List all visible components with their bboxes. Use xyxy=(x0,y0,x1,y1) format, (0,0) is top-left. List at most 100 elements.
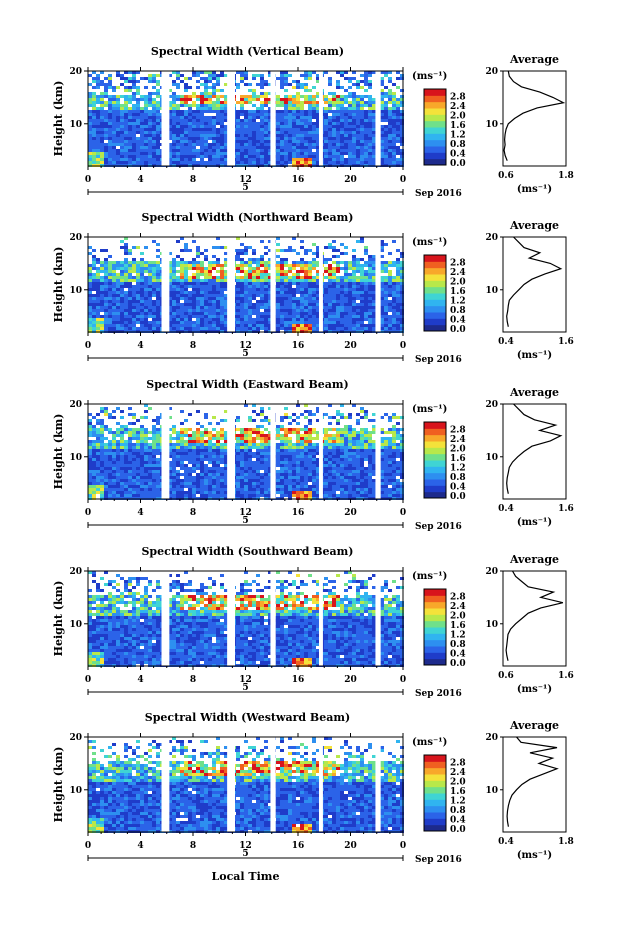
heatmap-cell xyxy=(384,71,388,74)
heatmap-cell xyxy=(224,113,228,116)
heatmap-cell xyxy=(304,122,308,125)
heatmap-cell xyxy=(300,104,304,107)
heatmap-cell xyxy=(380,140,384,143)
heatmap-cell xyxy=(364,74,368,77)
heatmap-cell xyxy=(316,321,320,324)
heatmap-cell xyxy=(152,98,156,101)
heatmap-cell xyxy=(124,306,128,309)
heatmap-cell xyxy=(268,276,272,279)
heatmap-cell xyxy=(216,152,220,155)
heatmap-cell xyxy=(344,107,348,110)
heatmap-cell xyxy=(260,128,264,131)
heatmap-cell xyxy=(260,318,264,321)
heatmap-cell xyxy=(132,455,136,458)
heatmap-cell xyxy=(116,300,120,303)
heatmap-cell xyxy=(104,443,108,446)
heatmap-cell xyxy=(292,306,296,309)
heatmap-cell xyxy=(368,161,372,164)
heatmap-cell xyxy=(252,137,256,140)
heatmap-cell xyxy=(156,149,160,152)
heatmap-cell xyxy=(308,294,312,297)
heatmap-cell xyxy=(184,467,188,470)
heatmap-cell xyxy=(168,113,172,116)
colorbar-tick-label: 0.0 xyxy=(450,325,466,335)
heatmap-cell xyxy=(124,300,128,303)
heatmap-cell xyxy=(268,309,272,312)
heatmap-cell xyxy=(140,288,144,291)
heatmap-cell xyxy=(172,98,176,101)
heatmap-cell xyxy=(360,240,364,243)
heatmap-cell xyxy=(180,431,184,434)
heatmap-cell xyxy=(152,285,156,288)
heatmap-cell xyxy=(152,270,156,273)
heatmap-cell xyxy=(180,149,184,152)
colorbar-segment xyxy=(424,95,446,103)
heatmap-cell xyxy=(240,104,244,107)
heatmap-cell xyxy=(192,128,196,131)
heatmap-cell xyxy=(280,152,284,155)
heatmap-cell xyxy=(176,485,180,488)
heatmap-cell xyxy=(196,476,200,479)
heatmap-cell xyxy=(300,155,304,158)
heatmap-cell xyxy=(316,282,320,285)
heatmap-cell xyxy=(204,273,208,276)
heatmap-cell xyxy=(252,273,256,276)
heatmap-cell xyxy=(132,125,136,128)
heatmap-cell xyxy=(176,458,180,461)
heatmap-cell xyxy=(352,161,356,164)
heatmap-cell xyxy=(108,125,112,128)
heatmap-cell xyxy=(192,149,196,152)
heatmap-cell xyxy=(340,71,344,74)
heatmap-cell xyxy=(204,89,208,92)
heatmap-cell xyxy=(308,89,312,92)
heatmap-cell xyxy=(256,306,260,309)
heatmap-cell xyxy=(264,152,268,155)
heatmap-cell xyxy=(384,107,388,110)
heatmap-cell xyxy=(248,98,252,101)
heatmap-cell xyxy=(180,249,184,252)
heatmap-cell xyxy=(360,125,364,128)
heatmap-cell xyxy=(348,315,352,318)
heatmap-cell xyxy=(304,288,308,291)
heatmap-cell xyxy=(172,113,176,116)
heatmap-cell xyxy=(216,149,220,152)
heatmap-cell xyxy=(180,158,184,161)
heatmap-cell xyxy=(360,270,364,273)
heatmap-cell xyxy=(288,131,292,134)
heatmap-cell xyxy=(100,297,104,300)
heatmap-cell xyxy=(124,158,128,161)
heatmap-cell xyxy=(172,116,176,119)
heatmap-cell xyxy=(200,437,204,440)
heatmap-cell xyxy=(288,318,292,321)
heatmap-cell xyxy=(152,152,156,155)
heatmap-cell xyxy=(220,303,224,306)
heatmap-cell xyxy=(152,494,156,497)
heatmap-cell xyxy=(92,479,96,482)
heatmap-cell xyxy=(192,110,196,113)
heatmap-cell xyxy=(236,101,240,104)
heatmap-cell xyxy=(144,440,148,443)
heatmap-cell xyxy=(148,110,152,113)
heatmap-cell xyxy=(264,285,268,288)
heatmap-cell xyxy=(336,294,340,297)
heatmap-cell xyxy=(116,488,120,491)
heatmap-cell xyxy=(364,155,368,158)
heatmap-cell xyxy=(248,137,252,140)
heatmap-cell xyxy=(192,309,196,312)
heatmap-cell xyxy=(112,152,116,155)
heatmap-cell xyxy=(392,279,396,282)
heatmap-cell xyxy=(276,279,280,282)
colorbar-tick-label: 0.8 xyxy=(450,306,466,316)
heatmap-cell xyxy=(188,113,192,116)
heatmap-cell xyxy=(196,443,200,446)
heatmap-cell xyxy=(224,110,228,113)
heatmap-cell xyxy=(88,288,92,291)
heatmap-cell xyxy=(368,140,372,143)
heatmap-cell xyxy=(188,137,192,140)
heatmap-cell xyxy=(196,431,200,434)
heatmap-cell xyxy=(328,83,332,86)
heatmap-cell xyxy=(188,309,192,312)
heatmap-cell xyxy=(248,128,252,131)
heatmap-cell xyxy=(340,312,344,315)
heatmap-cell xyxy=(88,428,92,431)
